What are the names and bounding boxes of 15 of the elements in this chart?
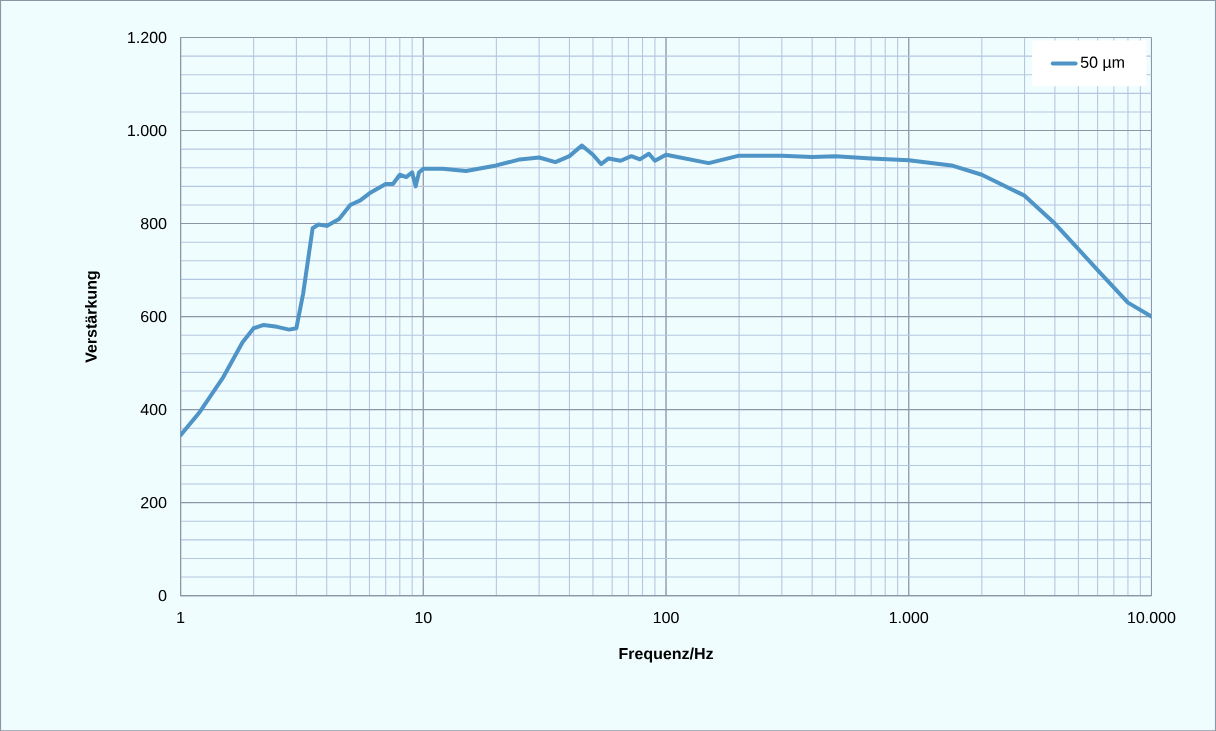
y-tick-label: 800	[140, 217, 167, 230]
x-axis-title: Frequenz/Hz	[619, 647, 714, 663]
y-tick-label: 1.000	[128, 124, 167, 137]
x-tick-label: 1	[177, 611, 185, 623]
y-tick-label: 200	[141, 496, 167, 509]
legend-label: 50 µm	[1080, 56, 1124, 71]
x-tick-label: 10.000	[1128, 611, 1176, 624]
x-tick-label: 1.000	[889, 611, 929, 624]
y-tick-label: 1.200	[128, 31, 167, 44]
x-tick-label: 10	[415, 611, 432, 624]
y-tick-label: 0	[158, 589, 167, 602]
x-tick-label: 100	[653, 611, 679, 624]
y-axis-title: Verstärkung	[85, 271, 100, 363]
y-tick-label: 400	[140, 403, 167, 416]
y-tick-label: 600	[141, 310, 167, 323]
